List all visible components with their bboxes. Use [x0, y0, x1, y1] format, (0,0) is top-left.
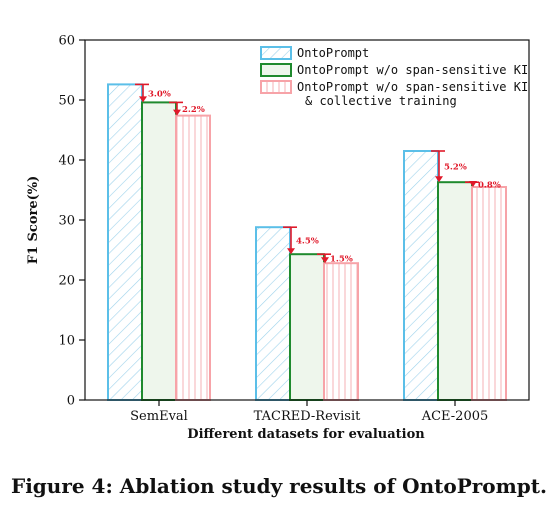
bar-semeval-series-3: [175, 114, 211, 401]
legend-label-series-3-line-1: OntoPrompt w/o span-sensitive KI: [297, 80, 528, 94]
bar-ace-2005-series-1: [403, 150, 439, 401]
delta-arrow-head-3: [287, 248, 295, 255]
y-tick-label-20: 20: [58, 274, 75, 289]
x-tick-label-tacred-revisit: TACRED-Revisit: [254, 409, 361, 424]
y-tick-label-50: 50: [58, 94, 75, 109]
x-tick-label-ace-2005: ACE-2005: [421, 409, 489, 424]
legend-label-series-3-line-2: & collective training: [305, 94, 457, 108]
delta-label-1: 3.0%: [148, 89, 171, 99]
legend-label-series-1: OntoPrompt: [297, 46, 369, 60]
bar-tacred-revisit-series-3: [323, 262, 359, 402]
bar-tacred-revisit-series-2: [289, 253, 325, 401]
y-tick-label-0: 0: [67, 394, 75, 409]
delta-label-2: 2.2%: [182, 105, 205, 115]
y-tick-label-40: 40: [58, 154, 75, 169]
delta-label-6: 0.8%: [478, 181, 501, 191]
bar-semeval-series-2: [141, 101, 177, 402]
legend-swatch-series-3: [260, 80, 292, 94]
ablation-bar-chart: 3.0% 2.2% 4.5% 1.5% 5.2% 0.8% 0 10 20 30 40 50 60 Se…: [26, 34, 530, 442]
legend-label-series-2: OntoPrompt w/o span-sensitive KI: [297, 63, 528, 77]
delta-label-5: 5.2%: [444, 163, 467, 173]
y-axis-title: F1 Score(%): [26, 176, 41, 265]
bar-ace-2005-series-3: [471, 186, 507, 401]
y-tick-label-60: 60: [58, 34, 75, 49]
figure-caption: Figure 4: Ablation study results of Onto…: [11, 474, 547, 498]
legend-swatch-series-1: [260, 46, 292, 60]
delta-arrow-head-1: [139, 96, 147, 103]
bar-semeval-series-1: [107, 83, 143, 402]
delta-label-4: 1.5%: [330, 255, 353, 265]
legend: OntoPrompt OntoPrompt w/o span-sensitive …: [260, 46, 528, 108]
legend-swatch-series-2: [260, 63, 292, 77]
y-tick-label-10: 10: [58, 334, 75, 349]
y-tick-label-30: 30: [58, 214, 75, 229]
bar-ace-2005-series-2: [437, 181, 473, 401]
x-axis-title: Different datasets for evaluation: [187, 427, 425, 442]
delta-arrow-head-5: [435, 176, 443, 183]
bar-tacred-revisit-series-1: [255, 226, 291, 401]
delta-arrow-head-4: [321, 257, 329, 264]
x-tick-label-semeval: SemEval: [130, 409, 188, 424]
delta-arrow-head-2: [173, 109, 181, 116]
delta-label-3: 4.5%: [296, 237, 319, 247]
delta-arrow-head-6: [469, 181, 477, 187]
